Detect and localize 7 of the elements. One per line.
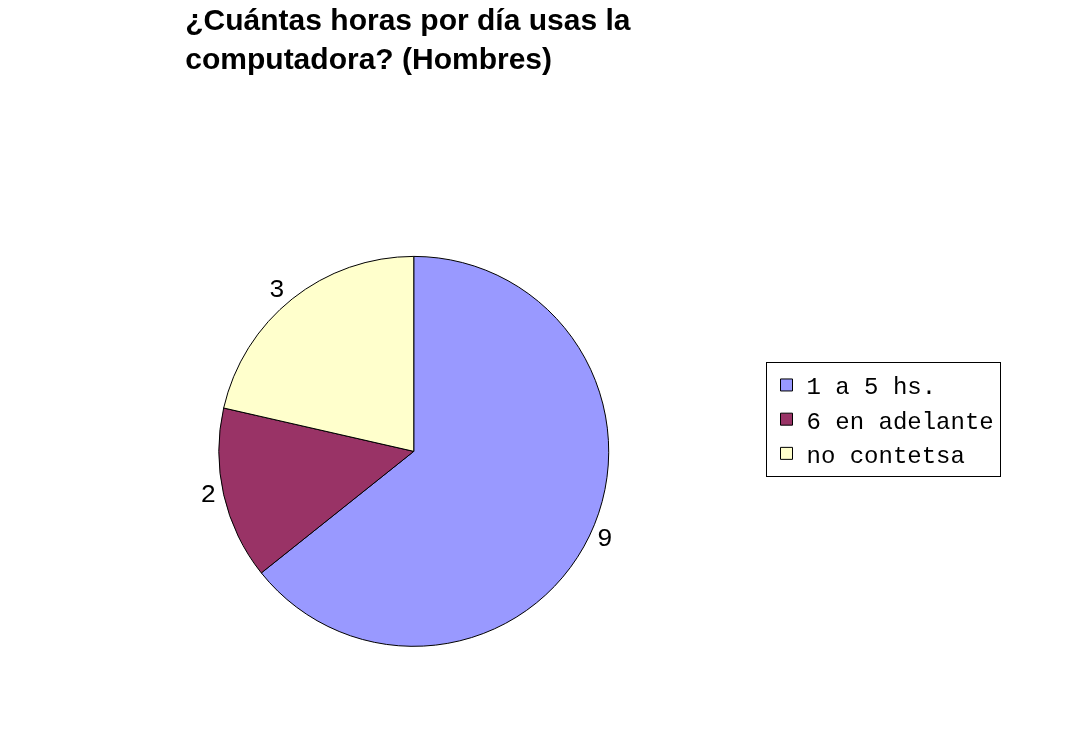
data-label: 2 [200,480,217,511]
legend-label: 1 a 5 hs. [806,374,937,402]
data-label: 9 [596,523,613,554]
chart-title: ¿Cuántas horas por día usas la computadora? (Hombres) [185,2,631,75]
data-label: 3 [269,274,285,305]
legend-label: 6 en adelante [806,408,994,436]
legend-label: no contetsa [806,442,965,470]
